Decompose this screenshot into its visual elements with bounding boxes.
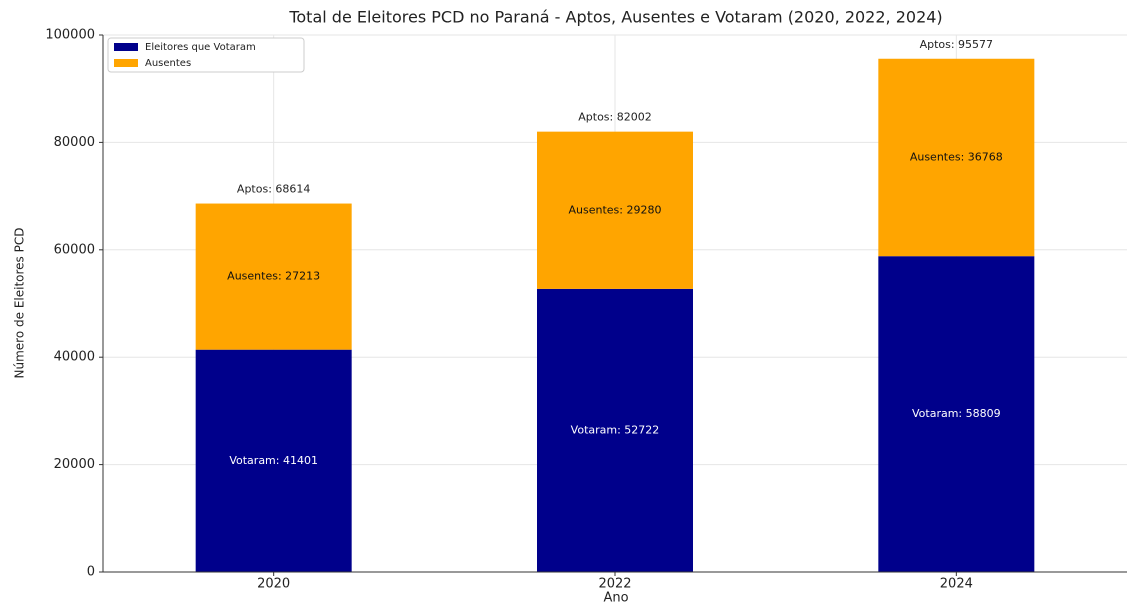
y-axis-label: Número de Eleitores PCD [13, 228, 27, 379]
total-label: Aptos: 82002 [578, 111, 651, 124]
bar-segment [878, 256, 1035, 572]
y-tick-label: 0 [87, 565, 95, 580]
bar-segment [878, 58, 1035, 257]
total-label: Aptos: 95577 [920, 38, 993, 51]
x-tick-label: 2022 [598, 577, 631, 592]
x-tick-label: 2020 [257, 577, 290, 592]
total-label: Aptos: 68614 [237, 183, 310, 196]
y-tick-label: 40000 [54, 350, 95, 365]
data-label: Votaram: 58809 [912, 407, 1001, 420]
legend-box [107, 37, 305, 73]
chart-title: Total de Eleitores PCD no Paraná - Aptos… [288, 8, 942, 27]
data-label: Ausentes: 29280 [569, 203, 662, 216]
legend-label: Ausentes [145, 58, 191, 69]
y-tick-label: 100000 [45, 28, 95, 43]
bar-segment [195, 349, 352, 572]
legend-swatch [114, 43, 138, 51]
bar-segment [537, 131, 693, 289]
data-label: Votaram: 52722 [571, 423, 660, 436]
y-tick-label: 20000 [54, 457, 95, 472]
y-tick-label: 80000 [54, 135, 95, 150]
data-label: Ausentes: 27213 [227, 270, 320, 283]
x-axis-label: Ano [603, 591, 628, 606]
y-tick-label: 60000 [54, 242, 95, 257]
x-tick-label: 2024 [940, 577, 973, 592]
legend-swatch [114, 59, 138, 67]
bar-segment [195, 203, 352, 350]
data-label: Ausentes: 36768 [910, 150, 1003, 163]
bar-segment [537, 288, 693, 572]
legend-label: Eleitores que Votaram [145, 42, 256, 53]
data-label: Votaram: 41401 [229, 454, 318, 467]
